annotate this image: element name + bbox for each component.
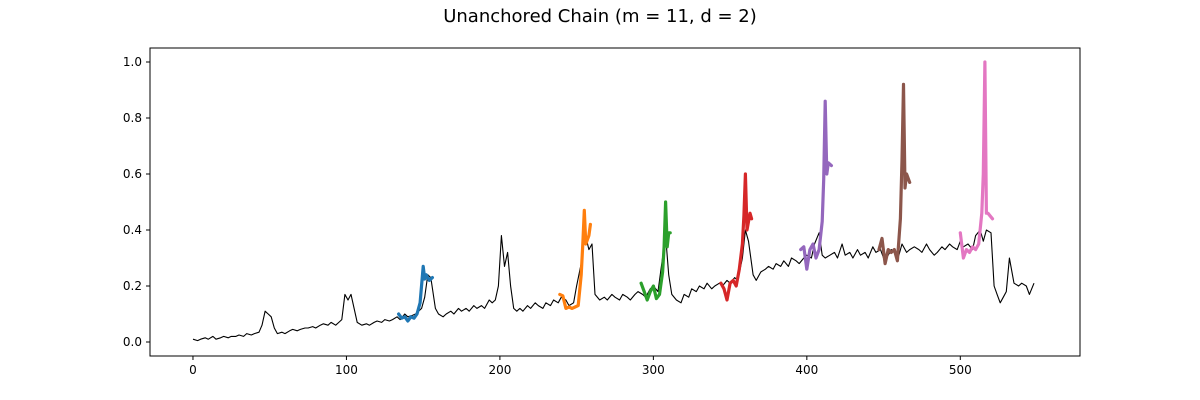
chain-segment-1 (397, 264, 434, 323)
y-axis: 0.0 0.2 0.4 0.6 0.8 1.0 (123, 55, 150, 349)
x-tick-label: 200 (488, 363, 511, 377)
x-axis: 0 100 200 300 400 500 (189, 356, 972, 377)
chain-segment-4 (719, 172, 754, 302)
y-tick-label: 0.0 (123, 335, 142, 349)
x-tick-label: 0 (189, 363, 197, 377)
x-tick-label: 400 (795, 363, 818, 377)
y-tick-label: 0.6 (123, 167, 142, 181)
y-tick-label: 1.0 (123, 55, 142, 69)
chart-title: Unanchored Chain (m = 11, d = 2) (443, 6, 757, 27)
x-tick-label: 100 (335, 363, 358, 377)
chain-segment-7 (958, 60, 995, 260)
x-tick-label: 300 (642, 363, 665, 377)
y-tick-label: 0.8 (123, 111, 142, 125)
y-tick-label: 0.2 (123, 279, 142, 293)
chain-segment-3 (639, 200, 672, 302)
axes-frame (149, 47, 1081, 357)
axes-border (149, 47, 1081, 357)
chain-segment-5 (799, 99, 834, 271)
base-series-line (192, 229, 1035, 342)
y-tick-label: 0.4 (123, 223, 142, 237)
x-tick-label: 500 (949, 363, 972, 377)
series-lines (192, 60, 1035, 342)
chain-segment-2 (558, 208, 593, 310)
chain-segment-6 (877, 82, 912, 266)
